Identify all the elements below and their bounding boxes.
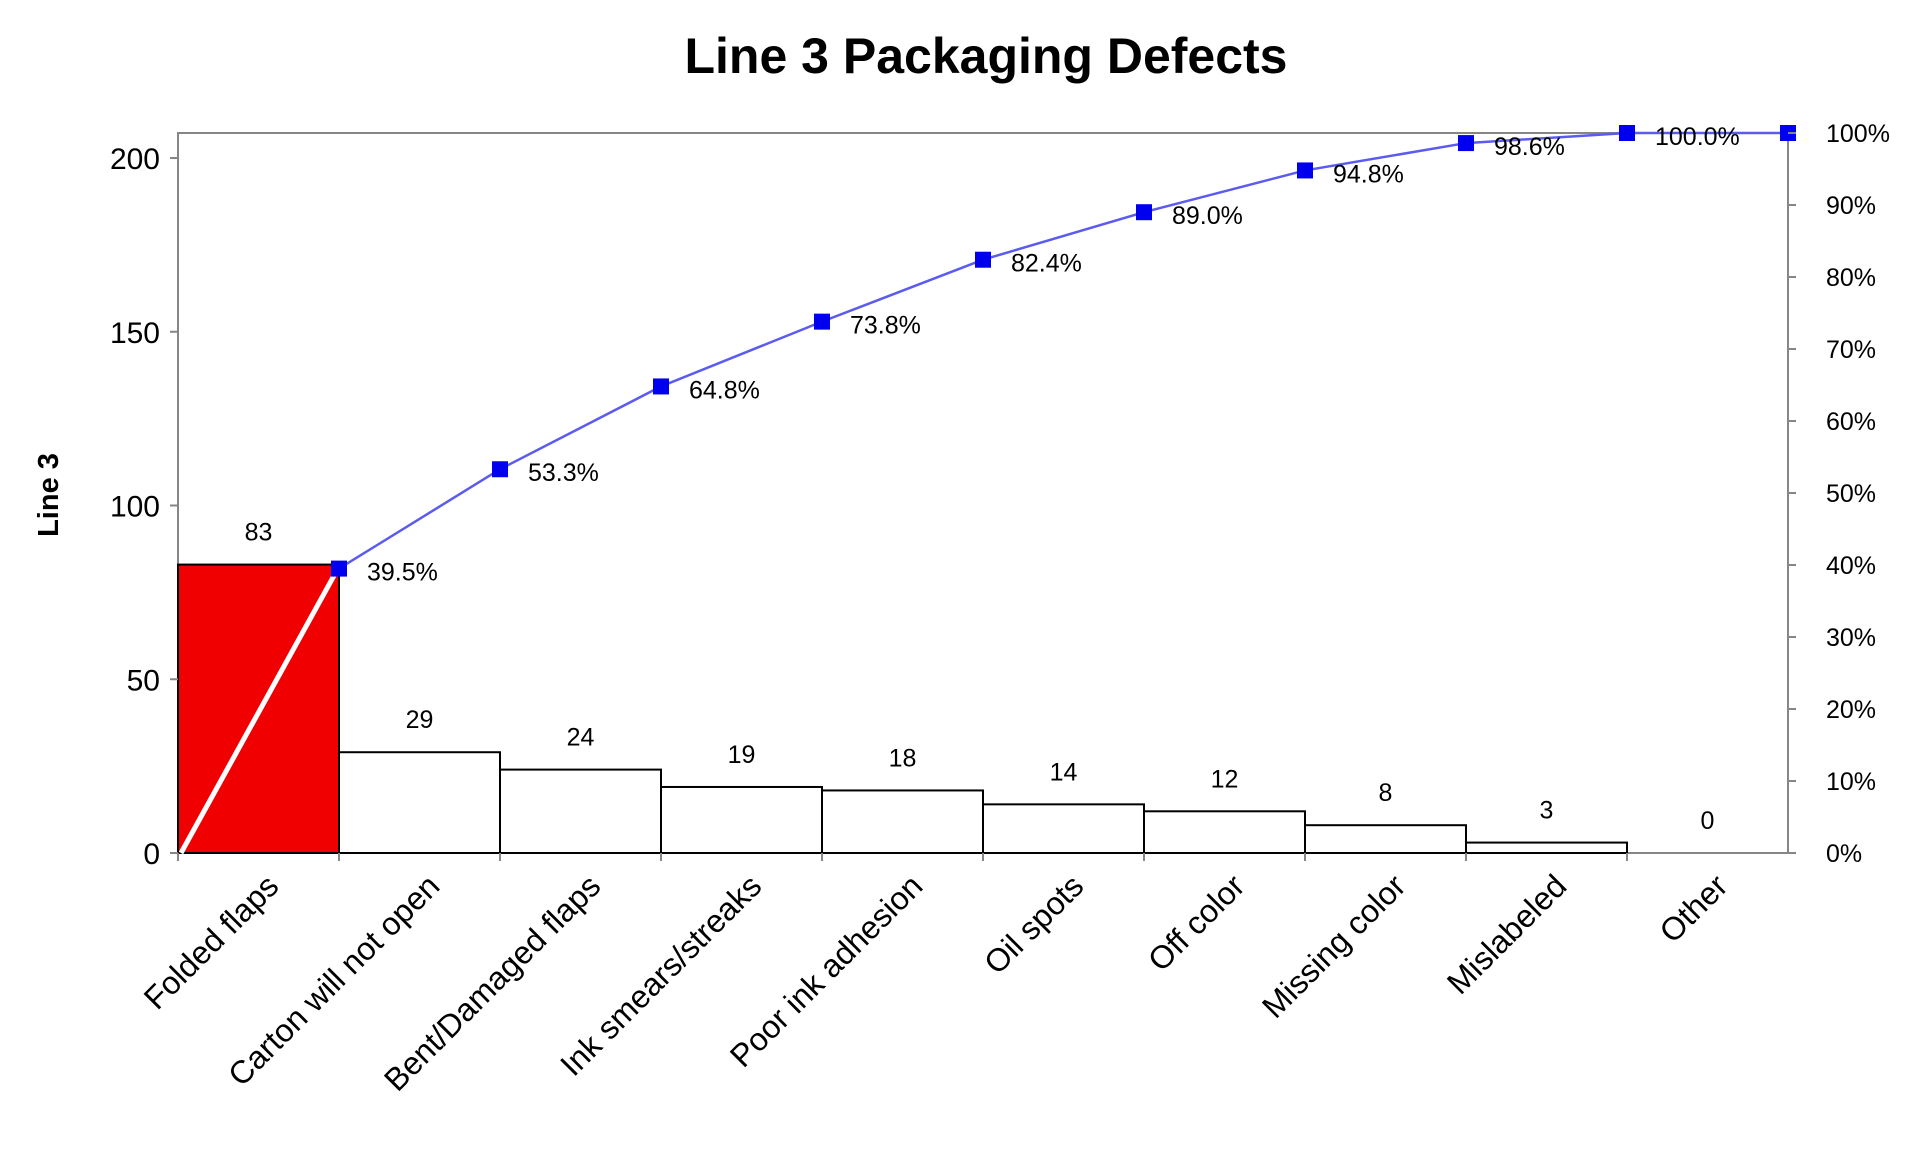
cumulative-value-label: 64.8% [689,376,760,404]
y-axis: 0 50 100 150 200 [110,143,178,871]
y2-tick-label: 100% [1826,120,1890,148]
x-tick-label: Other [1652,867,1734,949]
y2-tick-label: 50% [1826,480,1876,508]
x-tick-label: Mislabeled [1440,867,1574,1001]
cumulative-value-label: 39.5% [367,559,438,587]
cumulative-value-label: 53.3% [528,459,599,487]
y-tick-label: 200 [110,143,160,176]
cumulative-marker [1458,135,1474,152]
cumulative-marker [975,251,991,268]
y2-tick-label: 30% [1826,624,1876,652]
y2-tick-label: 70% [1826,336,1876,364]
y2-tick-label: 60% [1826,408,1876,436]
x-tick-label: Oil spots [977,867,1090,980]
cumulative-marker [1619,125,1635,141]
cumulative-value-label: 73.8% [850,312,921,340]
y2-tick-label: 90% [1826,192,1876,220]
bar-value-label: 14 [1050,758,1078,786]
cumulative-marker [1136,204,1152,221]
bar [1304,824,1467,855]
cumulative-marker [1297,162,1313,179]
cumulative-value-label: 94.8% [1333,160,1404,188]
cumulative-marker [814,313,830,330]
y2-tick-label: 20% [1826,696,1876,724]
cumulative-line: 39.5% 53.3% 64.8% 73.8% 82.4% 89.0% 94.8% 98.6%… [331,123,1796,587]
bar [821,789,984,855]
y-tick-label: 50 [127,664,160,697]
y2-tick-label: 80% [1826,264,1876,292]
cumulative-value-label: 82.4% [1011,250,1082,278]
cumulative-value-label: 89.0% [1172,202,1243,230]
y2-tick-label: 40% [1826,552,1876,580]
x-tick-label: Off color [1141,867,1252,978]
bar-value-label: 24 [567,724,595,752]
cumulative-value-label: 98.6% [1494,133,1565,161]
bar [660,785,823,854]
y2-tick-label: 0% [1826,840,1862,868]
bar-value-label: 83 [245,519,273,547]
bar [1143,810,1306,854]
y-axis-label: Line 3 [33,453,65,537]
bar [1465,841,1628,855]
y-tick-label: 0 [143,838,160,871]
y-tick-label: 100 [110,491,160,524]
plot-area-frame [177,132,1789,854]
chart-title: Line 3 Packaging Defects [684,28,1287,84]
bar [338,751,501,854]
bar [499,768,662,854]
bar-diagonal-line [178,565,342,855]
bar-value-label: 0 [1701,807,1715,835]
bar-value-label: 8 [1379,779,1393,807]
y-tick-label: 150 [110,317,160,350]
bar [982,803,1145,854]
bar-value-label: 12 [1211,765,1239,793]
secondary-y-axis: 0% 10% 20% 30% 40% 50% 60% 70% 80% 90% 100% [1788,120,1890,868]
bar-value-label: 18 [889,744,917,772]
cumulative-marker [653,378,669,395]
x-tick-label: Missing color [1255,867,1413,1025]
bar-value-label: 19 [728,741,756,769]
cumulative-marker [331,560,347,577]
bar-value-label: 29 [406,706,434,734]
cumulative-marker [492,461,508,478]
bar-value-label: 3 [1540,797,1554,825]
x-tick-label: Folded flaps [137,867,286,1016]
y2-tick-label: 10% [1826,768,1876,796]
cumulative-value-label: 100.0% [1655,123,1740,151]
cumulative-line-path [338,131,1788,570]
